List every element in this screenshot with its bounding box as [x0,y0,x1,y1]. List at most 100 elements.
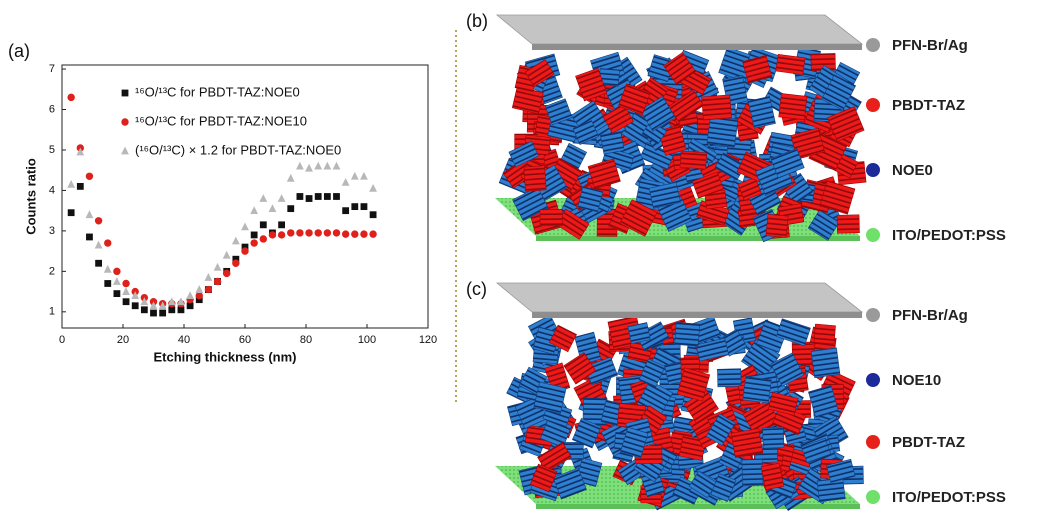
crystallite [837,215,859,233]
data-point [361,203,368,210]
legend-dot [866,435,880,449]
x-tick-label: 120 [419,334,437,346]
legend-marker [121,147,129,155]
data-point [86,173,93,180]
data-point [342,207,349,214]
data-point [86,234,93,241]
data-point [241,247,248,254]
data-point [278,221,285,228]
data-point [95,260,102,267]
data-point [232,237,240,245]
crystallite [742,459,763,486]
y-tick-label: 4 [49,184,55,196]
data-point [104,280,111,287]
data-point [205,273,213,281]
data-point [333,162,341,170]
figure: (a)0204060801001201234567Etching thickne… [0,0,1050,529]
crystallite [707,116,738,147]
legend-label: PFN-Br/Ag [892,307,968,324]
legend-dot [866,373,880,387]
data-point [251,232,258,239]
data-point [186,291,194,299]
top-electrode-edge [532,312,862,318]
x-tick-label: 0 [59,334,65,346]
data-point [223,270,230,277]
data-point [287,229,294,236]
data-point [287,205,294,212]
crystallite [717,369,741,387]
data-point [333,229,340,236]
data-point [241,222,249,230]
x-tick-label: 80 [300,334,312,346]
legend-marker [121,118,128,125]
data-point [259,194,267,202]
x-tick-label: 100 [358,334,376,346]
data-point [67,180,75,188]
data-point [223,251,231,259]
data-point [269,204,277,212]
y-tick-label: 1 [49,306,55,318]
x-tick-label: 20 [117,334,129,346]
legend-dot [866,98,880,112]
crystallite [731,429,763,458]
data-point [305,164,313,172]
legend-marker [122,90,129,97]
crystallite [779,93,807,119]
legend-label: PBDT-TAZ [892,434,965,451]
panel-label: (c) [466,279,487,299]
panel-label: (a) [8,41,30,61]
legend-dot [866,38,880,52]
data-point [95,241,103,249]
data-point [278,231,285,238]
legend-dot [866,228,880,242]
data-point [306,195,313,202]
crystallite [743,376,772,403]
substrate-edge [536,236,860,241]
crystallite [763,427,784,448]
crystallite [540,209,563,225]
data-point [370,211,377,218]
data-point [260,235,267,242]
y-tick-label: 5 [49,144,55,156]
device-illustration [495,15,866,242]
crystallite [766,214,788,237]
data-point [122,287,130,295]
y-axis-label: Counts ratio [23,158,38,235]
data-point [123,298,130,305]
panel-label: (b) [466,11,488,31]
data-point [214,263,222,271]
data-point [342,230,349,237]
data-point [351,172,359,180]
legend-label: (¹⁶O/¹³C) × 1.2 for PBDT-TAZ:NOE0 [135,142,341,157]
legend-dot [866,308,880,322]
data-point [369,184,377,192]
data-point [195,285,203,293]
crystallite [702,95,732,120]
data-point [296,162,304,170]
legend-label: ¹⁶O/¹³C for PBDT-TAZ:NOE10 [135,113,307,128]
crystallite [776,54,805,74]
data-point [360,230,367,237]
data-point [250,206,258,214]
crystallite [628,323,651,344]
device-illustration [495,283,863,511]
data-point [333,193,340,200]
data-point [342,178,350,186]
data-point [287,174,295,182]
data-point [159,310,166,317]
x-axis-label: Etching thickness (nm) [153,349,296,364]
data-point [196,292,203,299]
data-point [360,172,368,180]
legend-label: NOE10 [892,372,941,389]
x-tick-label: 40 [178,334,190,346]
data-point [132,302,139,309]
y-tick-label: 2 [49,265,55,277]
data-point [150,310,157,317]
data-point [95,217,102,224]
y-tick-label: 6 [49,103,55,115]
top-electrode [497,283,862,312]
data-point [67,94,74,101]
data-point [68,209,75,216]
data-point [77,183,84,190]
data-point [323,162,331,170]
